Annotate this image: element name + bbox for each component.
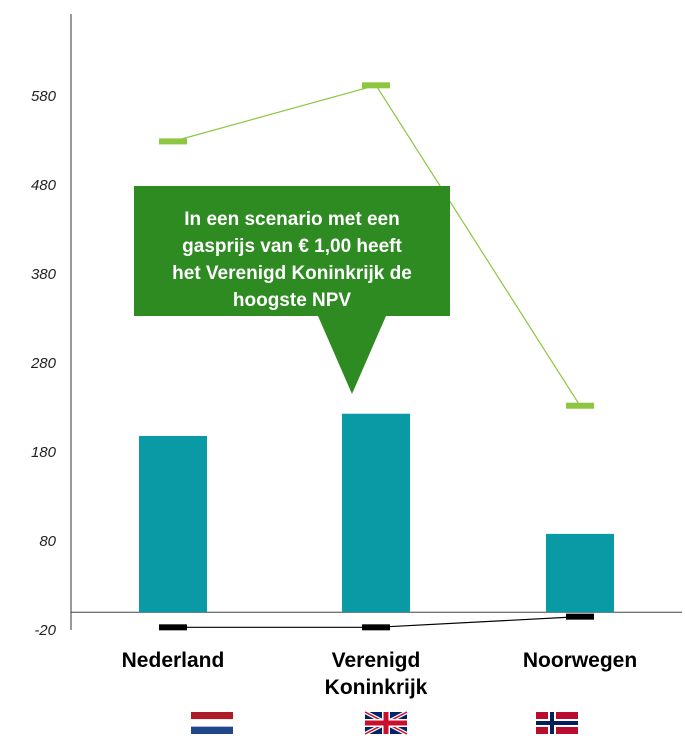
y-tick-label: 480	[31, 177, 57, 194]
low-marker	[362, 624, 390, 631]
high-marker	[159, 138, 187, 145]
category-label: Noorwegen	[523, 649, 637, 672]
callout-text: hoogste NPV	[233, 290, 352, 311]
y-tick-label: 380	[31, 266, 57, 283]
bar	[546, 533, 614, 613]
high-marker	[362, 82, 390, 89]
y-tick-labels: -20 80 180 280 380 480 580	[30, 88, 57, 639]
low-marker	[566, 613, 594, 620]
bars	[139, 413, 614, 613]
category-label: Verenigd	[332, 649, 421, 672]
category-label: Nederland	[122, 649, 225, 672]
y-tick-label: 580	[31, 88, 57, 105]
bar	[342, 413, 410, 613]
callout-text: het Verenigd Koninkrijk de	[172, 263, 412, 284]
uk-flag	[364, 710, 408, 736]
range-lines	[159, 82, 594, 631]
y-tick-label: 280	[30, 355, 57, 372]
callout-text: gasprijs van € 1,00 heeft	[182, 236, 402, 257]
y-tick-label: 80	[39, 533, 56, 550]
flags	[190, 710, 578, 736]
callout: In een scenario met een gasprijs van € 1,…	[134, 186, 450, 394]
y-tick-label: -20	[34, 622, 56, 639]
high-marker	[566, 402, 594, 409]
callout-box	[134, 186, 450, 394]
low-marker	[159, 624, 187, 631]
norway-flag	[536, 712, 578, 734]
netherlands-flag	[190, 712, 234, 734]
category-label: Koninkrijk	[325, 676, 428, 699]
bar	[139, 435, 207, 613]
category-labels: Nederland Verenigd Koninkrijk Noorwegen	[122, 649, 638, 699]
y-tick-label: 180	[31, 444, 57, 461]
callout-text: In een scenario met een	[184, 209, 399, 230]
